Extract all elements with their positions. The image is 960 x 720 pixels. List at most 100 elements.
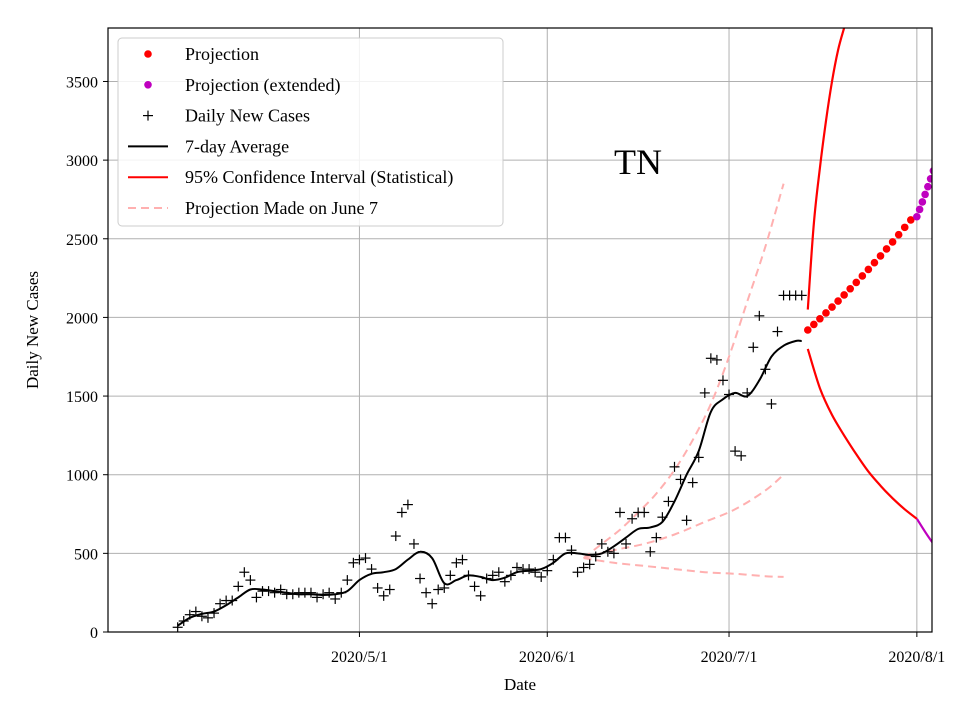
daily-cases-marker <box>536 571 547 582</box>
daily-cases-marker <box>245 575 256 586</box>
daily-cases-marker <box>384 584 395 595</box>
daily-cases-marker <box>596 538 607 549</box>
legend-entry: Projection <box>144 44 259 64</box>
projection-point <box>828 303 836 311</box>
projection-point <box>870 258 879 267</box>
annotation-tn: TN <box>614 142 662 182</box>
legend-handle-dot <box>144 50 152 58</box>
legend-label: Projection (extended) <box>185 75 340 96</box>
daily-cases-marker <box>796 290 807 301</box>
daily-cases-marker <box>681 515 692 526</box>
daily-cases-marker <box>621 538 632 549</box>
projection-point <box>858 272 867 280</box>
daily-cases-marker <box>239 567 250 578</box>
daily-cases-marker <box>396 507 407 518</box>
daily-cases-marker <box>560 532 571 543</box>
ticks: 2020/5/1 2020/6/1 2020/7/1 2020/8/1 0 500 1000… <box>66 74 945 666</box>
daily-cases-marker <box>530 567 541 578</box>
projection-extended-point <box>918 198 927 206</box>
legend-box <box>117 37 504 227</box>
daily-cases-marker <box>730 446 741 457</box>
daily-cases-marker <box>487 570 498 581</box>
projection-point <box>876 252 885 260</box>
y-tick-label: 500 <box>74 546 98 563</box>
daily-cases-marker <box>645 546 656 557</box>
daily-cases-marker <box>524 564 535 575</box>
grid <box>108 28 932 633</box>
daily-cases-marker <box>421 587 432 598</box>
projection-point <box>810 320 818 329</box>
daily-cases-marker <box>172 622 183 632</box>
daily-cases-marker <box>748 342 759 353</box>
projection-point <box>906 216 915 224</box>
projection-point <box>888 238 897 246</box>
daily-cases-marker <box>215 598 226 609</box>
legend-entry: Daily New Cases <box>143 106 310 126</box>
daily-cases-marker <box>433 584 444 595</box>
projection-point <box>834 297 842 305</box>
daily-cases-marker <box>427 598 438 609</box>
june7-projection-mid-line <box>583 473 785 560</box>
plot-area <box>172 28 932 632</box>
daily-cases-marker <box>687 477 698 488</box>
legend-entry: Projection (extended) <box>144 75 340 96</box>
legend-entry: 7-day Average <box>128 136 289 156</box>
ci-lower-extended-line <box>915 518 932 544</box>
projection-extended-point <box>915 205 924 214</box>
daily-cases-marker <box>390 531 401 542</box>
x-axis-label: Date <box>504 675 536 694</box>
daily-cases-marker <box>366 564 377 575</box>
y-tick-label: 2000 <box>66 310 98 327</box>
daily-cases-marker <box>354 554 365 565</box>
y-tick-label: 1000 <box>66 468 98 485</box>
daily-cases-marker <box>590 551 601 562</box>
legend: Projection Projection (extended) Daily New… <box>117 37 504 227</box>
legend-handle-dot <box>144 81 152 89</box>
daily-cases-marker <box>736 450 747 461</box>
june7-projection-upper-line <box>582 183 785 559</box>
daily-cases-marker <box>305 587 316 598</box>
daily-cases-marker <box>663 496 674 507</box>
legend-label: Daily New Cases <box>185 106 310 126</box>
legend-label: Projection <box>185 44 259 64</box>
projection-extended-point <box>924 182 932 191</box>
projection-point <box>894 230 903 239</box>
daily-cases-marker <box>415 573 426 584</box>
daily-cases-marker <box>348 557 359 568</box>
daily-cases-marker <box>324 587 335 598</box>
daily-cases-marker <box>378 590 389 601</box>
projection-point <box>840 291 848 299</box>
daily-cases-marker <box>578 562 589 573</box>
daily-cases-marker <box>511 562 522 573</box>
projection-extended-point <box>913 212 921 221</box>
projection-point <box>882 245 891 253</box>
daily-cases-marker <box>651 532 662 543</box>
legend-entry: 95% Confidence Interval (Statistical) <box>128 167 453 188</box>
projection-point <box>852 278 861 287</box>
legend-label: 95% Confidence Interval (Statistical) <box>185 167 453 188</box>
projection-point <box>816 314 824 323</box>
daily-cases-marker <box>669 461 680 472</box>
daily-cases-marker <box>614 507 625 518</box>
daily-cases-marker <box>584 559 595 570</box>
daily-cases-marker <box>766 398 777 409</box>
x-tick-label: 2020/5/1 <box>331 649 388 666</box>
daily-cases-marker <box>457 554 468 565</box>
daily-cases-marker <box>608 548 619 559</box>
projection-extended-point <box>929 167 932 175</box>
daily-cases-marker <box>451 557 462 568</box>
x-tick-label: 2020/8/1 <box>888 649 945 666</box>
june7-projection-lower-line <box>583 557 784 578</box>
projection-extended-point <box>921 190 929 199</box>
projection-point <box>822 309 830 317</box>
y-axis-label: Daily New Cases <box>23 271 42 389</box>
daily-cases-marker <box>711 354 722 365</box>
daily-cases-marker <box>269 587 280 598</box>
daily-cases-marker <box>330 593 341 604</box>
daily-cases-marker <box>572 567 583 578</box>
projection-extended-point <box>926 175 932 183</box>
y-tick-label: 3000 <box>66 153 98 170</box>
daily-cases-marker <box>342 575 353 586</box>
y-tick-label: 0 <box>90 625 98 642</box>
